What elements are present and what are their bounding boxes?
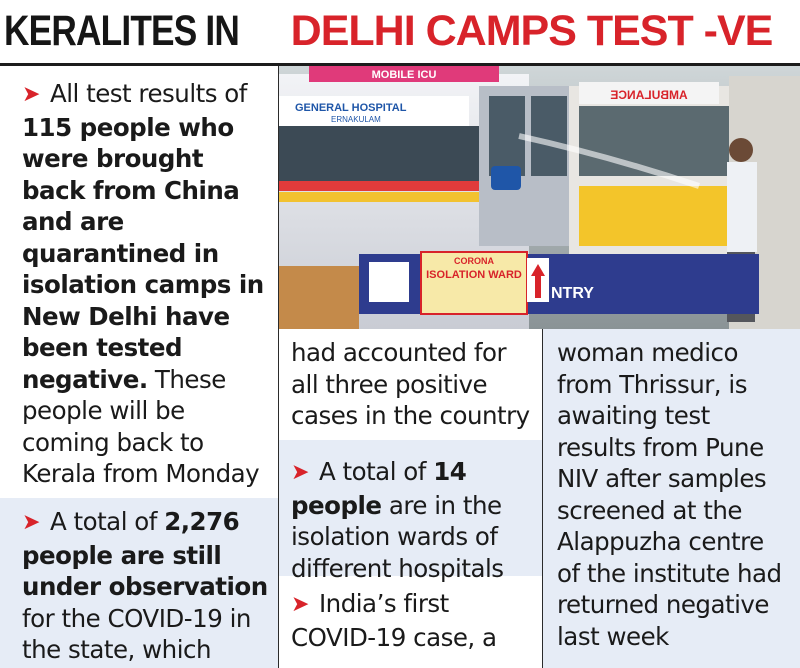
middle-p2-intro: A total of: [318, 457, 434, 486]
isolation-sign: [420, 251, 528, 315]
headline-red: DELHI CAMPS TEST -VE: [290, 7, 774, 55]
right-paragraph-1: woman medico from Thrissur, is awaiting …: [543, 329, 800, 668]
left-paragraph-2: ➤ A total of 2,276 people are still under…: [0, 498, 278, 668]
right-p1-text: woman medico from Thrissur, is awaiting …: [557, 338, 782, 651]
ambulance-mirror-text: AMBULANCE: [610, 88, 687, 102]
bullet-arrow-icon: ➤: [22, 82, 40, 107]
red-stripe-left: [279, 181, 479, 191]
left-p2-rest: for the COVID-19 in the state, which: [22, 603, 251, 665]
worker-body: [727, 162, 757, 252]
left-paragraph-1: ➤ All test results of 115 people who were…: [0, 66, 278, 498]
middle-paragraph-3: ➤ India’s first COVID-19 case, a: [279, 576, 542, 668]
bullet-arrow-icon: ➤: [291, 460, 309, 485]
hospital-sub-text: ERNAKULAM: [331, 115, 381, 124]
bullet-arrow-icon: ➤: [22, 510, 40, 535]
left-p2-intro: A total of: [49, 507, 165, 536]
sign-entry-text: NTRY: [551, 285, 594, 302]
arrow-box-left: [369, 262, 409, 302]
left-p1-rest: These people will be coming back to Kera…: [22, 364, 260, 489]
mobile-icu-text: MOBILE ICU: [372, 69, 437, 81]
left-p1-intro: All test results of: [49, 79, 247, 108]
yellow-hood: [579, 186, 739, 246]
windshield-left: [279, 126, 479, 186]
hospital-strip: [279, 96, 469, 126]
sign-corona-text: CORONA: [454, 256, 494, 266]
worker-head: [729, 138, 753, 162]
blue-sign: [359, 254, 759, 314]
middle-p2-bold: 14 people: [291, 457, 467, 520]
sign-isolation-text: ISOLATION WARD: [426, 269, 522, 281]
headline-black: KERALITES IN: [4, 7, 240, 55]
mirror: [491, 166, 521, 190]
middle-p3-text: India’s first COVID-19 case, a: [291, 589, 497, 652]
left-column: ➤ All test results of 115 people who were…: [0, 66, 278, 668]
windshield-right: [579, 106, 739, 176]
left-p1-bold: 115 people who were brought back from Ch…: [22, 112, 264, 394]
column-divider-left: [278, 66, 279, 668]
hospital-text: GENERAL HOSPITAL: [295, 102, 407, 114]
side-window-2: [531, 96, 567, 176]
ambulance-banner-right: [579, 82, 719, 104]
wooden-barrier: [279, 266, 359, 329]
bullet-arrow-icon: ➤: [291, 592, 309, 617]
middle-p1-text: had accounted for all three positive cas…: [291, 338, 530, 430]
headline-rule: [0, 63, 800, 66]
middle-column: had accounted for all three positive cas…: [279, 329, 542, 668]
middle-p2-rest: are in the isolation wards of different …: [291, 490, 504, 583]
left-p2-bold: 2,276 people are still under observation: [22, 507, 268, 601]
headline: KERALITES IN DELHI CAMPS TEST -VE: [0, 0, 800, 62]
yellow-stripe-left: [279, 192, 479, 202]
water-spray: [518, 133, 700, 189]
news-photo: MOBILE ICU GENERAL HOSPITAL ERNAKULAM AM…: [279, 66, 800, 329]
ambulance-photo-illustration: MOBILE ICU GENERAL HOSPITAL ERNAKULAM AM…: [279, 66, 800, 329]
right-column: woman medico from Thrissur, is awaiting …: [543, 329, 800, 668]
middle-paragraph-1: had accounted for all three positive cas…: [279, 329, 542, 440]
mobile-icu-banner: [309, 66, 499, 82]
column-divider-right: [542, 329, 543, 668]
middle-paragraph-2: ➤ A total of 14 people are in the isolati…: [279, 440, 542, 583]
up-arrow-icon: [531, 264, 545, 298]
